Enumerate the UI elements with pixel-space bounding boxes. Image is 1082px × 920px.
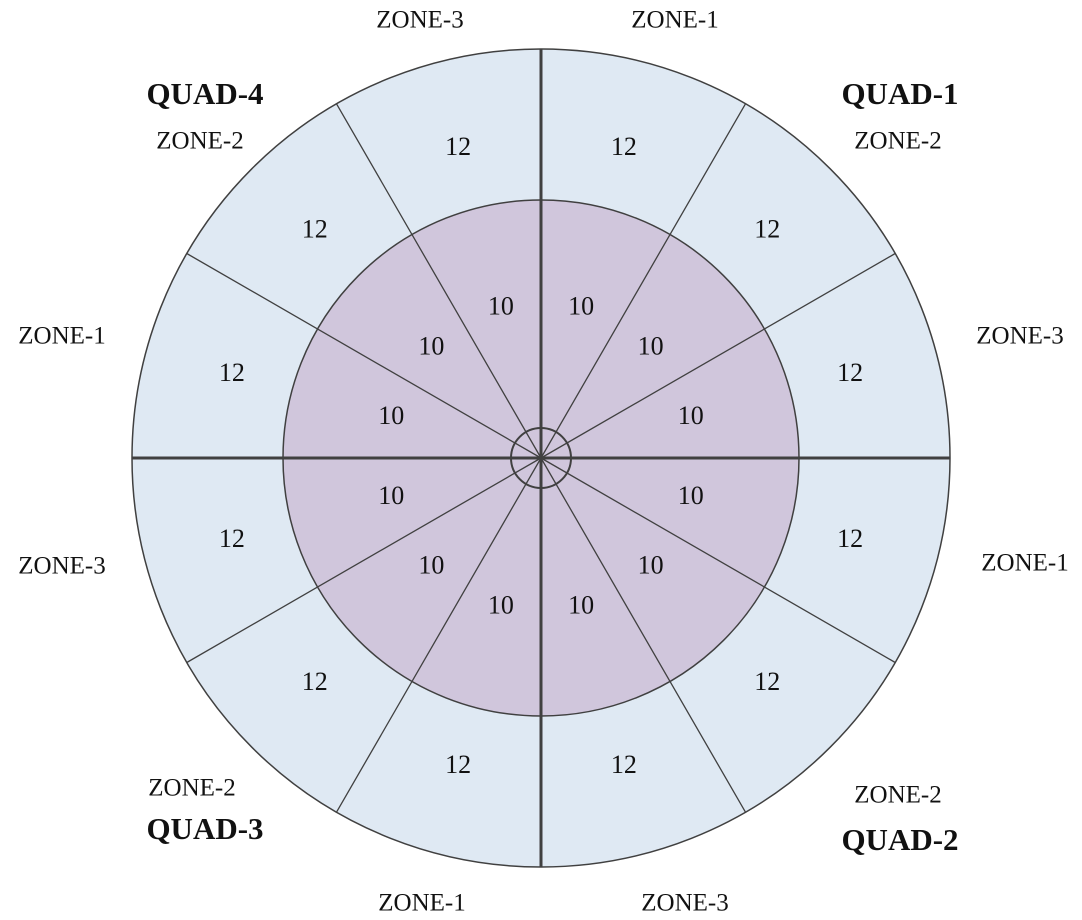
zone-divider (540, 457, 747, 813)
inner-value: 10 (638, 551, 664, 580)
zone-label: ZONE-3 (18, 553, 105, 580)
zone-label: ZONE-2 (854, 782, 941, 809)
zone-label: ZONE-3 (641, 890, 728, 917)
zone-label: ZONE-2 (156, 128, 243, 155)
zone-divider (540, 457, 896, 664)
outer-value: 12 (445, 750, 471, 779)
outer-value: 12 (445, 132, 471, 161)
outer-value: 12 (302, 667, 328, 696)
zone-divider (186, 252, 542, 459)
outer-value: 12 (837, 524, 863, 553)
outer-value: 12 (837, 358, 863, 387)
zone-label: ZONE-1 (18, 323, 105, 350)
outer-value: 12 (302, 215, 328, 244)
zone-label: ZONE-1 (981, 550, 1068, 577)
zone-label: ZONE-1 (631, 7, 718, 34)
inner-value: 10 (638, 331, 664, 360)
zone-label: ZONE-1 (378, 890, 465, 917)
inner-value: 10 (568, 591, 594, 620)
quadrant-label: QUAD-2 (841, 822, 958, 857)
inner-value: 10 (488, 291, 514, 320)
inner-value: 10 (418, 551, 444, 580)
zone-divider (540, 103, 747, 459)
inner-value: 10 (488, 591, 514, 620)
inner-value: 10 (418, 331, 444, 360)
inner-value: 10 (678, 401, 704, 430)
zone-divider (335, 457, 542, 813)
zone-label: ZONE-3 (376, 7, 463, 34)
outer-value: 12 (611, 132, 637, 161)
center-circle (510, 427, 572, 489)
outer-value: 12 (219, 358, 245, 387)
outer-value: 12 (754, 667, 780, 696)
quadrant-label: QUAD-3 (146, 811, 263, 846)
outer-value: 12 (754, 215, 780, 244)
zone-label: ZONE-2 (148, 775, 235, 802)
zone-label: ZONE-2 (854, 128, 941, 155)
inner-value: 10 (378, 401, 404, 430)
zone-divider (540, 252, 896, 459)
outer-value: 12 (219, 524, 245, 553)
zone-divider (186, 457, 542, 664)
quadrant-label: QUAD-1 (841, 76, 958, 111)
inner-value: 10 (568, 291, 594, 320)
inner-value: 10 (378, 481, 404, 510)
zone-label: ZONE-3 (976, 323, 1063, 350)
outer-value: 12 (611, 750, 637, 779)
inner-value: 10 (678, 481, 704, 510)
quadrant-label: QUAD-4 (146, 76, 263, 111)
zone-divider (335, 103, 542, 459)
